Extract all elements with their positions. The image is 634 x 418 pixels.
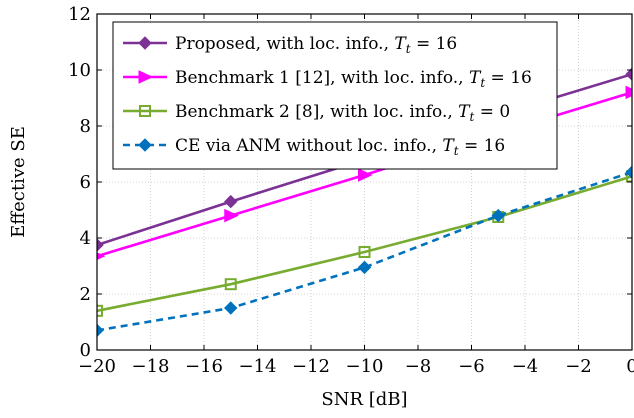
legend-marker: [138, 138, 152, 152]
y-axis-label: Effective SE: [8, 126, 29, 238]
legend-entry: CE via ANM without loc. info., Tt = 16: [123, 136, 505, 158]
series-point: [97, 304, 103, 317]
series-point: [97, 323, 104, 338]
y-tick-label: 12: [68, 4, 91, 25]
series-point: [224, 301, 238, 315]
x-tick-label: −14: [239, 356, 277, 377]
y-tick-label: 4: [80, 228, 91, 249]
x-tick-label: −16: [185, 356, 223, 377]
series-point: [358, 246, 371, 258]
x-axis-label: SNR [dB]: [321, 389, 407, 410]
series-point: [491, 208, 505, 223]
x-tick-label: −10: [346, 356, 384, 377]
series-point: [358, 168, 373, 182]
x-tick-label: 0: [626, 356, 634, 377]
legend: Proposed, with loc. info., Tt = 16 Benchm…: [112, 21, 558, 170]
series-point: [626, 170, 632, 183]
series-line: [97, 170, 632, 332]
y-tick-label: 10: [68, 60, 91, 81]
x-tick-label: −6: [458, 356, 485, 377]
x-tick-label: −20: [78, 356, 116, 377]
series-point: [224, 278, 237, 291]
x-tick-label: −8: [405, 356, 432, 377]
x-tick-label: −4: [512, 356, 539, 377]
legend-entry: Benchmark 1 [12], with loc. info., Tt = …: [123, 68, 532, 90]
series-3: [97, 170, 632, 317]
y-tick-label: 2: [80, 284, 91, 305]
x-tick-label: −18: [132, 356, 170, 377]
series-point: [224, 208, 239, 223]
legend-marker: [139, 105, 151, 117]
series-point: [97, 238, 104, 252]
legend-label: Proposed, with loc. info., Tt = 16: [175, 34, 457, 56]
y-tick-label: 8: [80, 116, 91, 137]
legend-box: [112, 21, 558, 170]
series-4: [97, 165, 632, 338]
legend-marker: [138, 70, 154, 84]
legend-marker: [138, 36, 152, 50]
x-tick-label: −2: [565, 356, 592, 377]
legend-label: Benchmark 2 [8], with loc. info., Tt = 0: [175, 102, 510, 124]
series-point: [224, 194, 238, 209]
legend-entry: Benchmark 2 [8], with loc. info., Tt = 0: [123, 102, 510, 124]
series-point: [625, 165, 632, 179]
legend-label: Benchmark 1 [12], with loc. info., Tt = …: [175, 68, 532, 90]
legend-entry: Proposed, with loc. info., Tt = 16: [123, 34, 457, 56]
legend-label: CE via ANM without loc. info., Tt = 16: [175, 136, 505, 158]
x-tick-label: −12: [292, 356, 330, 377]
series-point: [625, 85, 632, 100]
series-line: [97, 175, 632, 313]
series-point: [357, 260, 372, 275]
series-point: [625, 67, 632, 81]
y-tick-label: 6: [80, 172, 91, 193]
y-tick-label: 0: [80, 340, 91, 361]
